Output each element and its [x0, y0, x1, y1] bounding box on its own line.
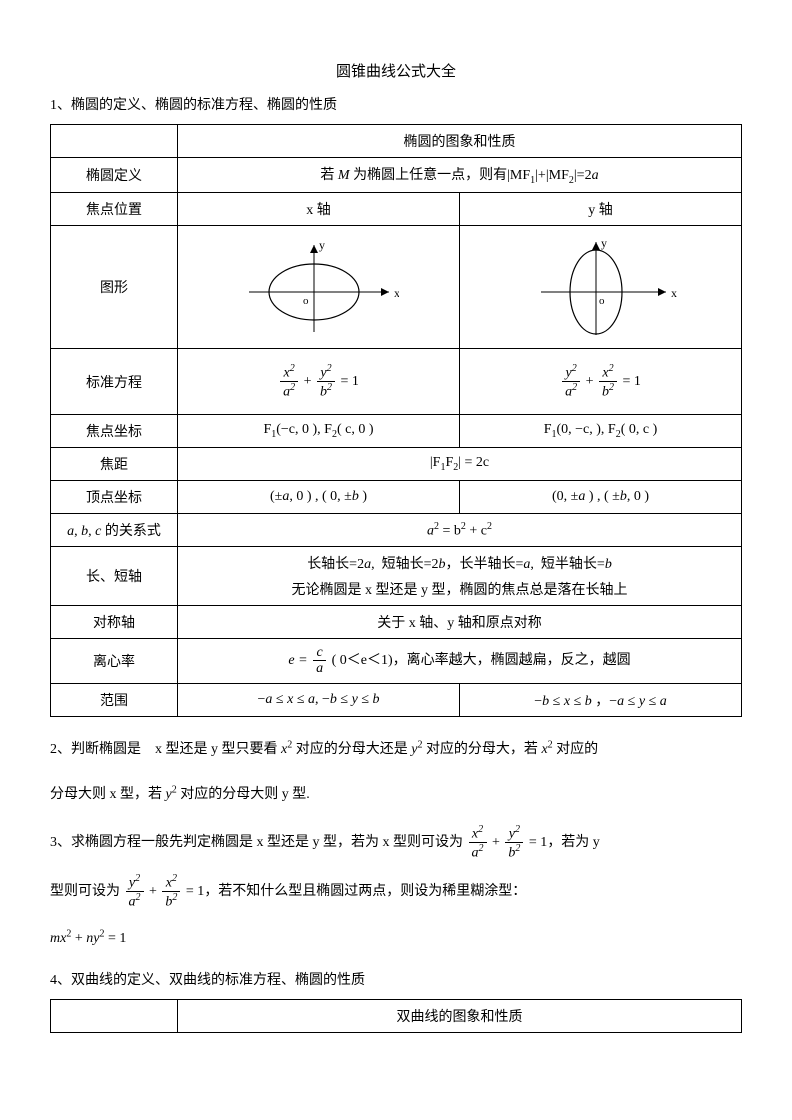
svg-text:y: y: [319, 238, 325, 252]
ellipse-horizontal-icon: x y o: [239, 237, 399, 337]
row-vertex-x: (±a, 0 ) , ( 0, ±b ): [178, 481, 460, 514]
row-def-label: 椭圆定义: [51, 158, 178, 193]
table-row: 双曲线的图象和性质: [51, 1000, 742, 1033]
svg-text:o: o: [303, 295, 309, 307]
row-graph-x: x y o: [178, 225, 460, 348]
row-ecc-value: e = ca ( 0＜e＜1)，离心率越大，椭圆越扁，反之，越圆: [178, 639, 742, 684]
table-row: 范围 −a ≤ x ≤ a, −b ≤ y ≤ b −b ≤ x ≤ b ，−a…: [51, 683, 742, 716]
para-2b: 分母大则 x 型，若 y2 对应的分母大则 y 型.: [50, 778, 742, 812]
row-vertex-label: 顶点坐标: [51, 481, 178, 514]
row-axis-value: 长轴长=2a, 短轴长=2b，长半轴长=a, 短半轴长=b 无论椭圆是 x 型还…: [178, 547, 742, 606]
row-range-y: −b ≤ x ≤ b ，−a ≤ y ≤ a: [460, 683, 742, 716]
row-focusdist-value: |F1F2| = 2c: [178, 448, 742, 481]
row-eq-x: x2a2 + y2b2 = 1: [178, 348, 460, 414]
svg-text:y: y: [601, 237, 607, 250]
row-abc-label: a, b, c 的关系式: [51, 514, 178, 547]
row-vertex-y: (0, ±a ) , ( ±b, 0 ): [460, 481, 742, 514]
table-row: 图形 x y o x y o: [51, 225, 742, 348]
table-row: 焦距 |F1F2| = 2c: [51, 448, 742, 481]
row-range-label: 范围: [51, 683, 178, 716]
hyperbola-table: 双曲线的图象和性质: [50, 999, 742, 1033]
row-def-value: 若 M 为椭圆上任意一点，则有|MF1|+|MF2|=2a: [178, 158, 742, 193]
ellipse-table: 椭圆的图象和性质 椭圆定义 若 M 为椭圆上任意一点，则有|MF1|+|MF2|…: [50, 124, 742, 717]
table-row: 焦点位置 x 轴 y 轴: [51, 192, 742, 225]
header-merged: 椭圆的图象和性质: [178, 125, 742, 158]
table-row: 焦点坐标 F1(−c, 0 ), F2( c, 0 ) F1(0, −c, ),…: [51, 415, 742, 448]
para-3c: 型则可设为 y2a2 + x2b2 = 1，若不知什么型且椭圆过两点，则设为稀里…: [50, 873, 742, 910]
table-row: a, b, c 的关系式 a2 = b2 + c2: [51, 514, 742, 547]
row-focus-label: 焦点位置: [51, 192, 178, 225]
header-merged-2: 双曲线的图象和性质: [178, 1000, 742, 1033]
table-row: 对称轴 关于 x 轴、y 轴和原点对称: [51, 606, 742, 639]
row-axis-label: 长、短轴: [51, 547, 178, 606]
row-focusdist-label: 焦距: [51, 448, 178, 481]
svg-text:x: x: [394, 286, 399, 300]
section-1-label: 1、椭圆的定义、椭圆的标准方程、椭圆的性质: [50, 93, 742, 118]
para-3a: 3、求椭圆方程一般先判定椭圆是 x 型还是 y 型，若为 x 型则可设为 x2a…: [50, 824, 742, 861]
ellipse-vertical-icon: x y o: [521, 237, 681, 337]
section-4-label: 4、双曲线的定义、双曲线的标准方程、椭圆的性质: [50, 968, 742, 993]
table-row: 标准方程 x2a2 + y2b2 = 1 y2a2 + x2b2 = 1: [51, 348, 742, 414]
row-abc-value: a2 = b2 + c2: [178, 514, 742, 547]
row-focuscoord-x: F1(−c, 0 ), F2( c, 0 ): [178, 415, 460, 448]
row-range-x: −a ≤ x ≤ a, −b ≤ y ≤ b: [178, 683, 460, 716]
row-ecc-label: 离心率: [51, 639, 178, 684]
row-eq-y: y2a2 + x2b2 = 1: [460, 348, 742, 414]
row-sym-label: 对称轴: [51, 606, 178, 639]
row-focuscoord-y: F1(0, −c, ), F2( 0, c ): [460, 415, 742, 448]
header-empty-2: [51, 1000, 178, 1033]
row-sym-value: 关于 x 轴、y 轴和原点对称: [178, 606, 742, 639]
row-focus-x: x 轴: [178, 192, 460, 225]
para-2a: 2、判断椭圆是 x 型还是 y 型只要看 x2 对应的分母大还是 y2 对应的分…: [50, 733, 742, 767]
page-title: 圆锥曲线公式大全: [50, 60, 742, 81]
table-row: 离心率 e = ca ( 0＜e＜1)，离心率越大，椭圆越扁，反之，越圆: [51, 639, 742, 684]
svg-text:o: o: [599, 295, 605, 307]
row-graph-y: x y o: [460, 225, 742, 348]
table-row: 椭圆的图象和性质: [51, 125, 742, 158]
svg-text:x: x: [671, 286, 677, 300]
row-eq-label: 标准方程: [51, 348, 178, 414]
table-row: 椭圆定义 若 M 为椭圆上任意一点，则有|MF1|+|MF2|=2a: [51, 158, 742, 193]
header-empty: [51, 125, 178, 158]
row-focus-y: y 轴: [460, 192, 742, 225]
para-3eq: mx2 + ny2 = 1: [50, 922, 742, 956]
table-row: 长、短轴 长轴长=2a, 短轴长=2b，长半轴长=a, 短半轴长=b 无论椭圆是…: [51, 547, 742, 606]
row-graph-label: 图形: [51, 225, 178, 348]
table-row: 顶点坐标 (±a, 0 ) , ( 0, ±b ) (0, ±a ) , ( ±…: [51, 481, 742, 514]
row-focuscoord-label: 焦点坐标: [51, 415, 178, 448]
